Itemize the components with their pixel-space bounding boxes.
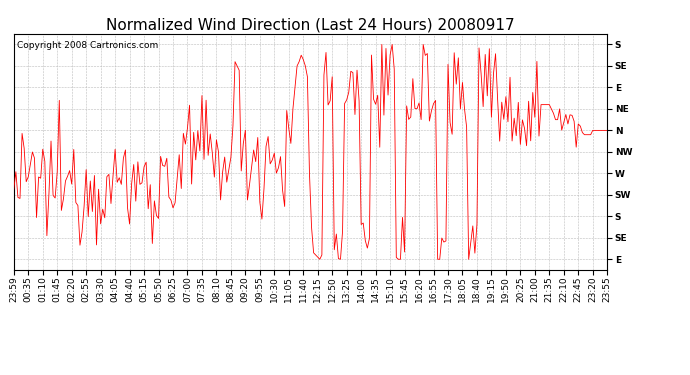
Text: Copyright 2008 Cartronics.com: Copyright 2008 Cartronics.com bbox=[17, 41, 158, 50]
Title: Normalized Wind Direction (Last 24 Hours) 20080917: Normalized Wind Direction (Last 24 Hours… bbox=[106, 18, 515, 33]
